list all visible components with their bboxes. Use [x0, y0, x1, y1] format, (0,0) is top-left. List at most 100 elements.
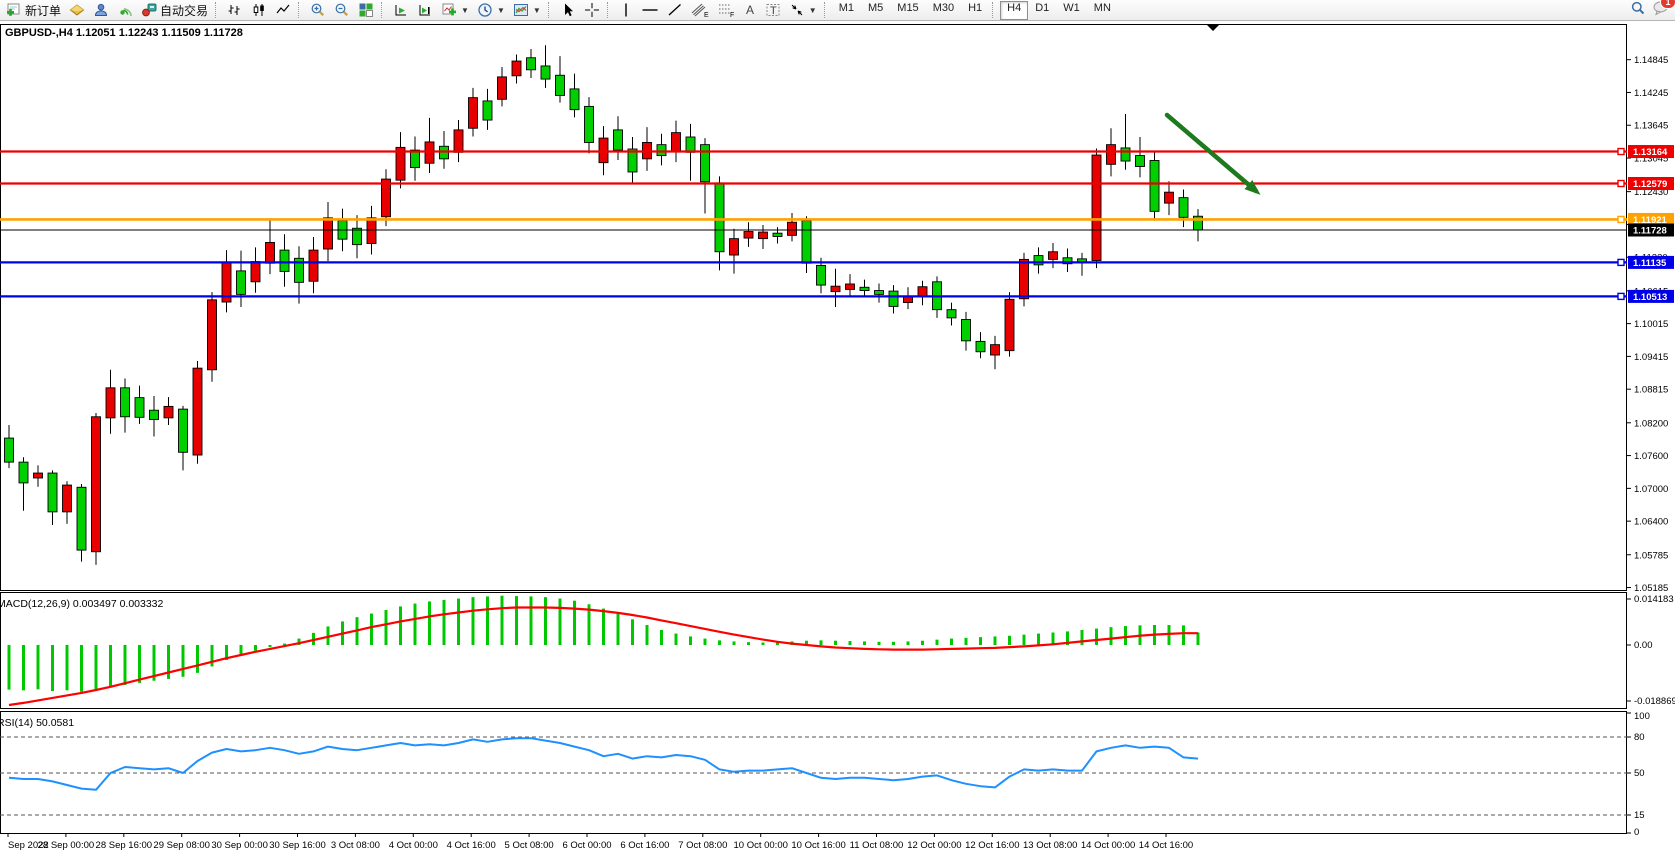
toolbar-separator	[547, 2, 553, 18]
text-label-button[interactable]: T	[761, 0, 785, 20]
candle	[990, 335, 1000, 370]
rsi-scale-label: 0	[1634, 827, 1639, 838]
vertical-line-button[interactable]	[615, 0, 637, 20]
timeframe-m30[interactable]: M30	[932, 1, 955, 14]
chart-svg[interactable]: 1.148451.142451.136451.130451.124301.118…	[0, 21, 1675, 853]
timeframe-m15[interactable]: M15	[897, 1, 919, 14]
periods-button[interactable]: ▼	[473, 0, 509, 20]
trendline-button[interactable]	[663, 0, 687, 20]
price-line-label: 1.11135	[1628, 255, 1674, 269]
label-icon: T	[765, 2, 781, 18]
line-anchor-marker[interactable]	[1617, 147, 1625, 156]
chart-window[interactable]: 1.148451.142451.136451.130451.124301.118…	[0, 21, 1675, 853]
candle	[352, 215, 362, 259]
timeframe-m1[interactable]: M1	[838, 1, 854, 14]
time-label: 4 Oct 00:00	[389, 840, 438, 851]
candle	[120, 378, 130, 433]
trend-arrow-annotation[interactable]	[1164, 112, 1264, 199]
new-order-button[interactable]: 新订单	[2, 0, 65, 20]
time-label: 6 Oct 16:00	[620, 840, 669, 851]
candle	[1019, 252, 1029, 307]
arrows-tool-button[interactable]: ▼	[785, 0, 821, 20]
tile-windows-button[interactable]	[354, 0, 378, 20]
candle	[874, 283, 884, 303]
bar-chart-type-button[interactable]	[223, 0, 247, 20]
timeframe-d1[interactable]: D1	[1035, 1, 1050, 14]
candle	[1120, 114, 1131, 170]
arrows-icon	[789, 2, 805, 18]
candle	[758, 224, 768, 250]
chevron-down-icon: ▼	[532, 5, 541, 15]
chevron-down-icon: ▼	[496, 5, 505, 15]
candle	[105, 369, 116, 434]
timeframe-h1[interactable]: H1	[968, 1, 983, 14]
rsi-scale-label: 15	[1634, 810, 1645, 821]
candle	[1033, 247, 1044, 274]
candle	[816, 257, 826, 294]
candle	[308, 236, 319, 294]
candle	[33, 465, 43, 487]
tile-windows-icon	[358, 2, 374, 18]
templates-icon	[513, 2, 529, 18]
time-label: 12 Oct 16:00	[965, 840, 1019, 851]
chat-button[interactable]: 1	[1652, 0, 1675, 21]
crosshair-button[interactable]	[580, 0, 604, 20]
price-tick-label: 1.07600	[1634, 451, 1668, 462]
candlestick-type-button[interactable]	[247, 0, 271, 20]
cursor-button[interactable]	[556, 0, 580, 20]
indicators-button[interactable]: ▼	[437, 0, 473, 20]
candle	[294, 246, 304, 304]
svg-text:1.11921: 1.11921	[1633, 215, 1668, 226]
timeframe-w1[interactable]: W1	[1063, 1, 1080, 14]
line-chart-type-button[interactable]	[271, 0, 295, 20]
templates-button[interactable]: ▼	[509, 0, 545, 20]
line-anchor-marker[interactable]	[1617, 258, 1625, 267]
candle	[497, 67, 507, 107]
zoom-in-button[interactable]	[306, 0, 330, 20]
horizontal-line-button[interactable]	[637, 0, 663, 20]
candle	[1149, 152, 1160, 221]
candle	[192, 361, 203, 464]
candle	[178, 405, 188, 471]
line-chart-icon	[275, 2, 291, 18]
zoom-out-icon	[334, 2, 350, 18]
candle	[1048, 243, 1058, 269]
signals-button[interactable]	[113, 0, 137, 20]
timeframe-h4[interactable]: H4	[1000, 0, 1029, 20]
autotrade-label: 自动交易	[160, 3, 209, 18]
channel-button[interactable]: E	[687, 0, 713, 20]
timeframe-mn[interactable]: MN	[1093, 1, 1111, 14]
candle	[279, 234, 290, 287]
candle	[540, 45, 551, 88]
price-tick-label: 1.06400	[1634, 517, 1668, 528]
search-icon[interactable]	[1630, 0, 1646, 21]
auto-scroll-button[interactable]	[389, 0, 413, 20]
fibonacci-button[interactable]: F	[713, 0, 739, 20]
svg-text:A: A	[746, 3, 754, 17]
zoom-out-button[interactable]	[330, 0, 354, 20]
periods-icon	[477, 2, 493, 18]
svg-text:F: F	[730, 12, 734, 18]
candle	[743, 222, 754, 247]
market-button[interactable]	[65, 0, 89, 20]
chart-shift-marker[interactable]	[1207, 25, 1219, 31]
line-anchor-marker[interactable]	[1617, 215, 1625, 224]
line-anchor-marker[interactable]	[1617, 292, 1625, 301]
community-button[interactable]	[89, 0, 113, 20]
time-label: Sep 2022	[8, 840, 49, 851]
time-label: 3 Oct 08:00	[331, 840, 380, 851]
chart-shift-button[interactable]	[413, 0, 437, 20]
time-label: 30 Sep 00:00	[211, 840, 268, 851]
timeframe-m5[interactable]: M5	[868, 1, 884, 14]
toolbar-separator	[215, 2, 220, 18]
autotrade-button[interactable]: 自动交易	[137, 0, 212, 20]
text-icon: A	[743, 2, 757, 18]
price-tick-label: 1.08200	[1634, 418, 1668, 429]
line-anchor-marker[interactable]	[1617, 179, 1625, 188]
candle	[62, 481, 72, 524]
time-label: 13 Oct 08:00	[1023, 840, 1077, 851]
macd-scale-label: -0.018869	[1634, 696, 1675, 707]
price-line-label: 1.11921	[1628, 212, 1674, 226]
time-label: 29 Sep 08:00	[153, 840, 210, 851]
text-tool-button[interactable]: A	[739, 0, 761, 20]
